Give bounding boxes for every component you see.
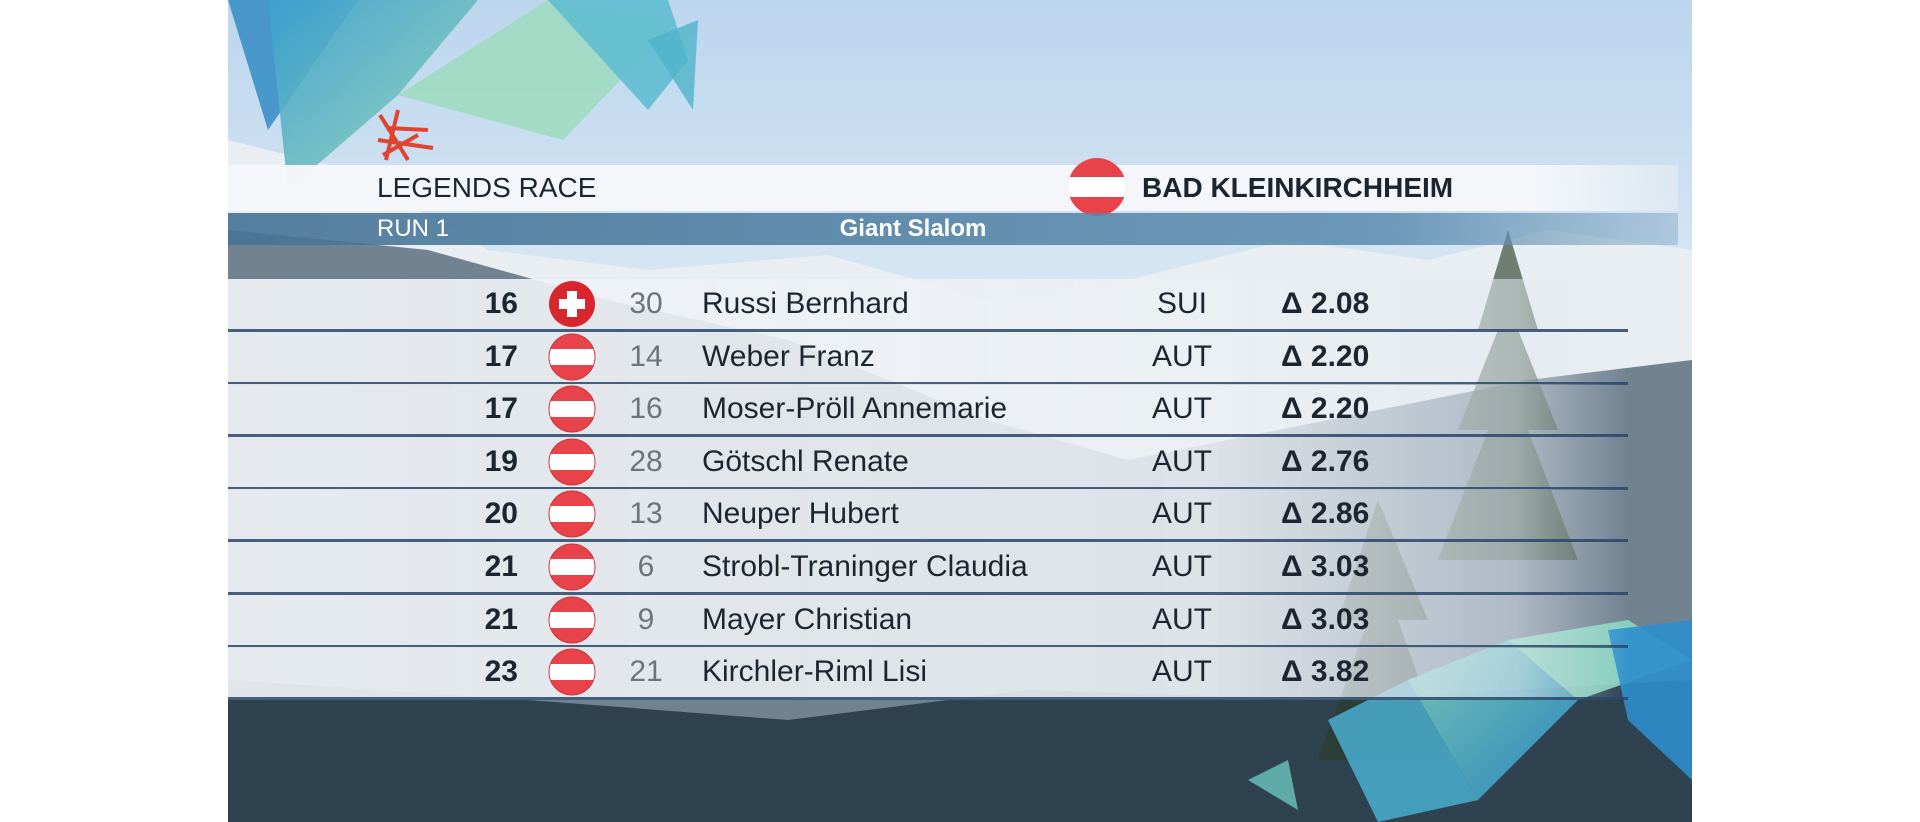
time-delta: Δ 2.76 bbox=[1281, 444, 1370, 478]
result-row: 23 21 Kirchler-Riml Lisi AUT Δ 3.82 bbox=[228, 647, 1628, 701]
venue: BAD KLEINKIRCHHEIM bbox=[1142, 172, 1454, 203]
result-row: 21 6 Strobl-Traninger Claudia AUT Δ 3.03 bbox=[228, 542, 1628, 595]
venue-flag bbox=[1068, 158, 1126, 216]
result-row: 17 16 Moser-Pröll Annemarie AUT Δ 2.20 bbox=[228, 384, 1628, 438]
rank: 19 bbox=[484, 444, 518, 478]
time-delta: Δ 3.03 bbox=[1281, 602, 1370, 636]
flag-icon bbox=[548, 438, 596, 486]
event-title: LEGENDS RACE bbox=[377, 172, 597, 203]
bib: 6 bbox=[637, 550, 655, 583]
athlete-name: Weber Franz bbox=[702, 339, 875, 373]
athlete-name: Mayer Christian bbox=[702, 602, 913, 636]
sub-bar bbox=[228, 213, 1678, 245]
bib: 28 bbox=[629, 444, 663, 478]
flag-icon bbox=[548, 596, 596, 644]
bib: 30 bbox=[629, 287, 663, 320]
nation: AUT bbox=[1152, 550, 1212, 583]
bib: 16 bbox=[629, 392, 663, 426]
flag-icon bbox=[548, 648, 596, 696]
athlete-name: Kirchler-Riml Lisi bbox=[702, 655, 928, 689]
nation: AUT bbox=[1152, 602, 1212, 636]
header-bar bbox=[228, 165, 1678, 211]
rank: 20 bbox=[484, 497, 518, 531]
time-delta: Δ 2.20 bbox=[1281, 339, 1370, 373]
rank: 17 bbox=[484, 339, 518, 373]
bib: 9 bbox=[637, 602, 655, 636]
time-delta: Δ 2.86 bbox=[1281, 497, 1370, 531]
flag-icon bbox=[549, 281, 595, 327]
rank: 16 bbox=[484, 287, 518, 320]
nation: AUT bbox=[1152, 392, 1212, 426]
bib: 21 bbox=[629, 655, 663, 689]
result-row: 21 9 Mayer Christian AUT Δ 3.03 bbox=[228, 594, 1628, 648]
rank: 23 bbox=[484, 655, 518, 689]
flag-icon bbox=[548, 543, 596, 591]
flag-icon bbox=[548, 385, 596, 433]
nation: AUT bbox=[1152, 655, 1212, 689]
bib: 13 bbox=[629, 497, 663, 531]
run-label: RUN 1 bbox=[377, 215, 450, 242]
time-delta: Δ 3.03 bbox=[1281, 550, 1370, 583]
athlete-name: Moser-Pröll Annemarie bbox=[702, 392, 1008, 426]
discipline: Giant Slalom bbox=[839, 215, 987, 242]
athlete-name: Neuper Hubert bbox=[702, 497, 899, 531]
time-delta: Δ 2.20 bbox=[1281, 392, 1370, 426]
nation: AUT bbox=[1152, 444, 1212, 478]
nation: AUT bbox=[1152, 497, 1212, 531]
athlete-name: Russi Bernhard bbox=[702, 287, 909, 320]
athlete-name: Strobl-Traninger Claudia bbox=[702, 550, 1028, 583]
result-row: 17 14 Weber Franz AUT Δ 2.20 bbox=[228, 331, 1628, 385]
nation: AUT bbox=[1152, 339, 1212, 373]
time-delta: Δ 3.82 bbox=[1281, 655, 1370, 689]
time-delta: Δ 2.08 bbox=[1281, 287, 1370, 320]
result-row: 20 13 Neuper Hubert AUT Δ 2.86 bbox=[228, 489, 1628, 543]
athlete-name: Götschl Renate bbox=[702, 444, 909, 478]
logo bbox=[377, 109, 434, 162]
broadcast-frame: LEGENDS RACE BAD KLEINKIRCHHEIM RUN 1 Gi… bbox=[228, 0, 1692, 822]
flag-icon bbox=[548, 490, 596, 538]
rank: 21 bbox=[484, 550, 518, 583]
flag-icon bbox=[548, 333, 596, 381]
rank: 17 bbox=[484, 392, 518, 426]
nation: SUI bbox=[1156, 287, 1207, 320]
rank: 21 bbox=[484, 602, 518, 636]
bib: 14 bbox=[629, 339, 663, 373]
result-row: 16 30 Russi Bernhard SUI Δ 2.08 bbox=[228, 279, 1628, 332]
result-row: 19 28 Götschl Renate AUT Δ 2.76 bbox=[228, 436, 1628, 490]
